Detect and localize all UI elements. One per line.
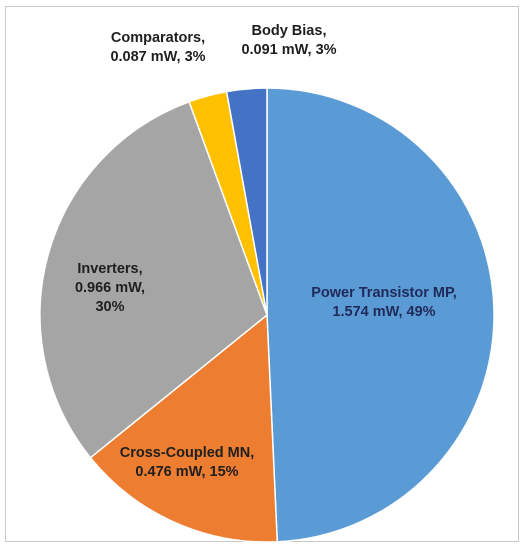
label-line: 30% xyxy=(95,299,124,315)
label-line: 0.087 mW, 3% xyxy=(110,49,205,65)
slice-power-transistor-mp xyxy=(266,87,495,543)
chart-frame: Power Transistor MP, 1.574 mW, 49% Cross-C… xyxy=(5,6,519,543)
label-line: 0.091 mW, 3% xyxy=(241,42,336,58)
label-line: Cross-Coupled MN, xyxy=(120,445,255,461)
slice-inverters xyxy=(39,100,268,459)
label-line: Comparators, xyxy=(111,30,205,46)
label-line: 1.574 mW, 49% xyxy=(332,304,435,320)
label-line: 0.966 mW, xyxy=(75,280,145,296)
pie-labels: Power Transistor MP, 1.574 mW, 49% Cross-C… xyxy=(75,23,457,480)
slice-body-bias xyxy=(225,87,268,316)
label-line: Inverters, xyxy=(77,261,142,277)
label-line: Power Transistor MP, xyxy=(311,285,457,301)
label-line: Body Bias, xyxy=(252,23,327,39)
label-line: 0.476 mW, 15% xyxy=(135,464,238,480)
label-body-bias: Body Bias, 0.091 mW, 3% xyxy=(241,23,336,58)
pie-slices xyxy=(39,87,495,543)
slice-cross-coupled-mn xyxy=(89,313,279,543)
label-cross-coupled-mn: Cross-Coupled MN, 0.476 mW, 15% xyxy=(120,445,255,480)
label-power-transistor-mp: Power Transistor MP, 1.574 mW, 49% xyxy=(311,285,457,320)
label-inverters: Inverters, 0.966 mW, 30% xyxy=(75,261,145,315)
label-comparators: Comparators, 0.087 mW, 3% xyxy=(110,30,205,65)
pie-chart: Power Transistor MP, 1.574 mW, 49% Cross-C… xyxy=(39,23,495,543)
